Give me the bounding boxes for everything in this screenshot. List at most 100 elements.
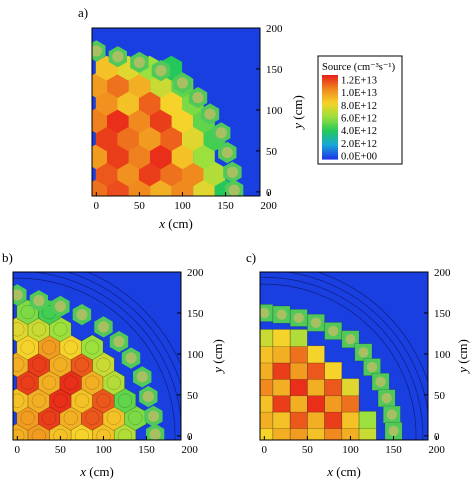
data-cell xyxy=(260,378,274,397)
x-tick-label: 100 xyxy=(342,444,359,456)
y-tick-label: 200 xyxy=(266,23,283,35)
data-cell xyxy=(307,378,325,397)
rod-cluster xyxy=(149,428,161,440)
cell-mesh-ring xyxy=(13,393,25,408)
rod-cluster xyxy=(155,64,167,77)
cell-mesh-ring xyxy=(31,428,46,440)
data-cell xyxy=(171,179,194,196)
rod-cluster xyxy=(136,371,148,383)
colorbar-segment xyxy=(322,80,338,83)
data-cell xyxy=(128,108,151,134)
data-cell xyxy=(128,72,151,98)
rod-cluster xyxy=(228,184,240,196)
panel-a-xlabel: x (cm) xyxy=(158,216,193,231)
rod-cluster xyxy=(113,336,125,348)
data-cell xyxy=(272,345,291,364)
colorbar-segment xyxy=(322,79,338,82)
legend-colorbar xyxy=(322,75,338,160)
y-tick-label: 0 xyxy=(187,431,193,443)
cell-mesh-ring xyxy=(31,357,46,372)
panel-a-label: a) xyxy=(78,5,88,20)
data-cell xyxy=(307,427,325,440)
data-cell xyxy=(107,144,129,170)
colorbar-segment xyxy=(322,98,338,101)
x-tick-label: 50 xyxy=(55,444,67,456)
colorbar-segment xyxy=(322,97,338,100)
colorbar-segment xyxy=(322,82,338,84)
data-cell xyxy=(203,161,226,187)
data-cell xyxy=(95,126,118,152)
rod-cluster xyxy=(125,352,137,364)
colorbar-segment xyxy=(322,105,338,108)
data-cell xyxy=(92,108,108,134)
cell-mesh-ring xyxy=(74,357,90,372)
data-cell xyxy=(95,161,118,187)
rod-cluster xyxy=(276,309,287,320)
colorbar-segment xyxy=(322,119,338,122)
rod-cluster xyxy=(147,410,160,422)
data-cell xyxy=(150,179,172,196)
colorbar-segment xyxy=(322,147,338,150)
reflector-arc xyxy=(316,272,428,384)
panel-c-label: c) xyxy=(246,250,256,265)
panel-a-frame xyxy=(91,27,261,197)
rod-cluster xyxy=(215,127,227,139)
rod-cluster xyxy=(375,376,386,387)
colorbar-segment xyxy=(322,110,338,112)
data-cell xyxy=(92,144,108,170)
cell-mesh-ring xyxy=(63,375,78,390)
legend: Source (cm⁻³s⁻¹) 1.2E+131.0E+13 8.0E+12 6.… xyxy=(317,55,403,165)
rod-cluster xyxy=(133,56,146,69)
data-cell xyxy=(272,329,291,347)
cell-mesh-ring xyxy=(20,375,35,390)
cell-mesh-ring xyxy=(53,393,68,408)
rod-cluster xyxy=(13,289,23,301)
data-cell xyxy=(324,394,343,413)
colorbar-segment xyxy=(322,94,338,97)
panel-c-xlabel: x (cm) xyxy=(326,464,361,479)
legend-entry: 0.0E+00 xyxy=(341,152,377,163)
colorbar-segment xyxy=(322,145,338,147)
rod-cluster xyxy=(328,325,339,337)
data-cell xyxy=(272,378,291,397)
panel-c-marks xyxy=(260,272,428,440)
rod-cluster xyxy=(386,409,397,420)
colorbar-segment xyxy=(322,149,338,152)
x-tick-label: 200 xyxy=(428,444,445,456)
reflector-arc xyxy=(260,276,424,440)
colorbar-segment xyxy=(322,153,338,156)
colorbar-segment xyxy=(322,93,338,96)
cell-mesh-ring xyxy=(53,322,68,337)
data-cell xyxy=(260,329,274,347)
reflector-arc xyxy=(86,272,181,367)
y-tick-label: 150 xyxy=(434,308,451,320)
data-cell xyxy=(171,108,194,134)
data-cell xyxy=(138,126,161,152)
rod-cluster xyxy=(176,77,189,89)
rod-cluster xyxy=(366,361,378,373)
colorbar-segment xyxy=(322,157,338,160)
panel-b-marks xyxy=(13,272,181,440)
data-cell xyxy=(81,334,104,361)
rod-cluster xyxy=(76,308,88,321)
panel-a-ylabel: y (cm) xyxy=(290,95,305,131)
colorbar-segment xyxy=(322,83,338,86)
colorbar-segment xyxy=(322,122,338,125)
colorbar-segment xyxy=(322,115,338,118)
colorbar-segment xyxy=(322,87,338,90)
colorbar-segment xyxy=(322,117,338,119)
legend-title: Source (cm⁻³s⁻¹) xyxy=(322,62,396,73)
data-cell xyxy=(358,427,377,440)
panel-a-marks xyxy=(92,40,244,196)
rod-cluster xyxy=(54,300,67,313)
cell-mesh-ring xyxy=(96,357,111,372)
panel-b-label: b) xyxy=(2,250,13,265)
rod-cluster xyxy=(310,317,322,328)
reflector-arc xyxy=(13,277,176,440)
data-cell xyxy=(324,427,343,440)
rod-cluster xyxy=(358,347,369,358)
